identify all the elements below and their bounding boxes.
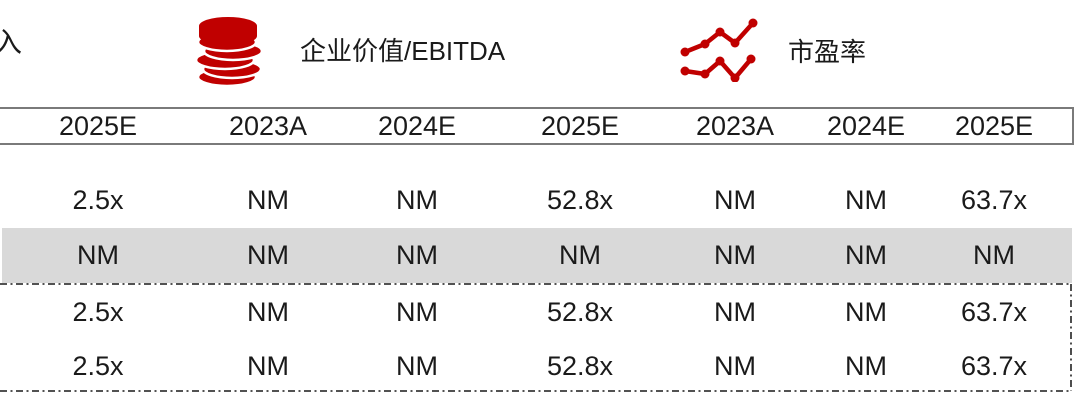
table-cell: 63.7x — [960, 185, 1028, 215]
table-cell: NM — [396, 185, 438, 215]
table-cell: 63.7x — [960, 297, 1028, 327]
highlighted-row-background — [2, 228, 1072, 283]
column-header: 2024E — [826, 111, 906, 141]
table-cell: 52.8x — [546, 297, 614, 327]
table-cell: NM — [396, 297, 438, 327]
table-cell: NM — [714, 297, 756, 327]
table-cell: 63.7x — [960, 351, 1028, 381]
table-cell: NM — [714, 185, 756, 215]
table-cell: NM — [396, 240, 438, 270]
table-cell: 2.5x — [72, 351, 124, 381]
legend-label-ev-ebitda: 企业价值/EBITDA — [300, 36, 506, 66]
table-cell: 2.5x — [72, 185, 124, 215]
table-cell: NM — [559, 240, 601, 270]
column-header: 2025E — [954, 111, 1034, 141]
table-cell: NM — [845, 351, 887, 381]
table-cell: NM — [247, 351, 289, 381]
legend-label-pe: 市盈率 — [788, 37, 867, 67]
table-cell: NM — [247, 297, 289, 327]
table-cell: NM — [247, 240, 289, 270]
table-cell: NM — [247, 185, 289, 215]
table-cell: NM — [845, 297, 887, 327]
table-cell: NM — [396, 351, 438, 381]
table-cell: NM — [973, 240, 1015, 270]
table-cell: 52.8x — [546, 351, 614, 381]
table-cell: NM — [714, 351, 756, 381]
column-header: 2025E — [540, 111, 620, 141]
table-cell: NM — [845, 185, 887, 215]
table-cell: 52.8x — [546, 185, 614, 215]
table-header-row — [0, 107, 1074, 145]
legend-label-partial: 入 — [0, 27, 23, 58]
table-cell: NM — [714, 240, 756, 270]
column-header: 2023A — [228, 111, 308, 141]
coins-icon — [193, 12, 265, 88]
table-cell: 2.5x — [72, 297, 124, 327]
column-header: 2025E — [58, 111, 138, 141]
line-chart-icon — [678, 10, 760, 83]
table-cell: NM — [77, 240, 119, 270]
column-header: 2023A — [695, 111, 775, 141]
table-cell: NM — [845, 240, 887, 270]
column-header: 2024E — [377, 111, 457, 141]
